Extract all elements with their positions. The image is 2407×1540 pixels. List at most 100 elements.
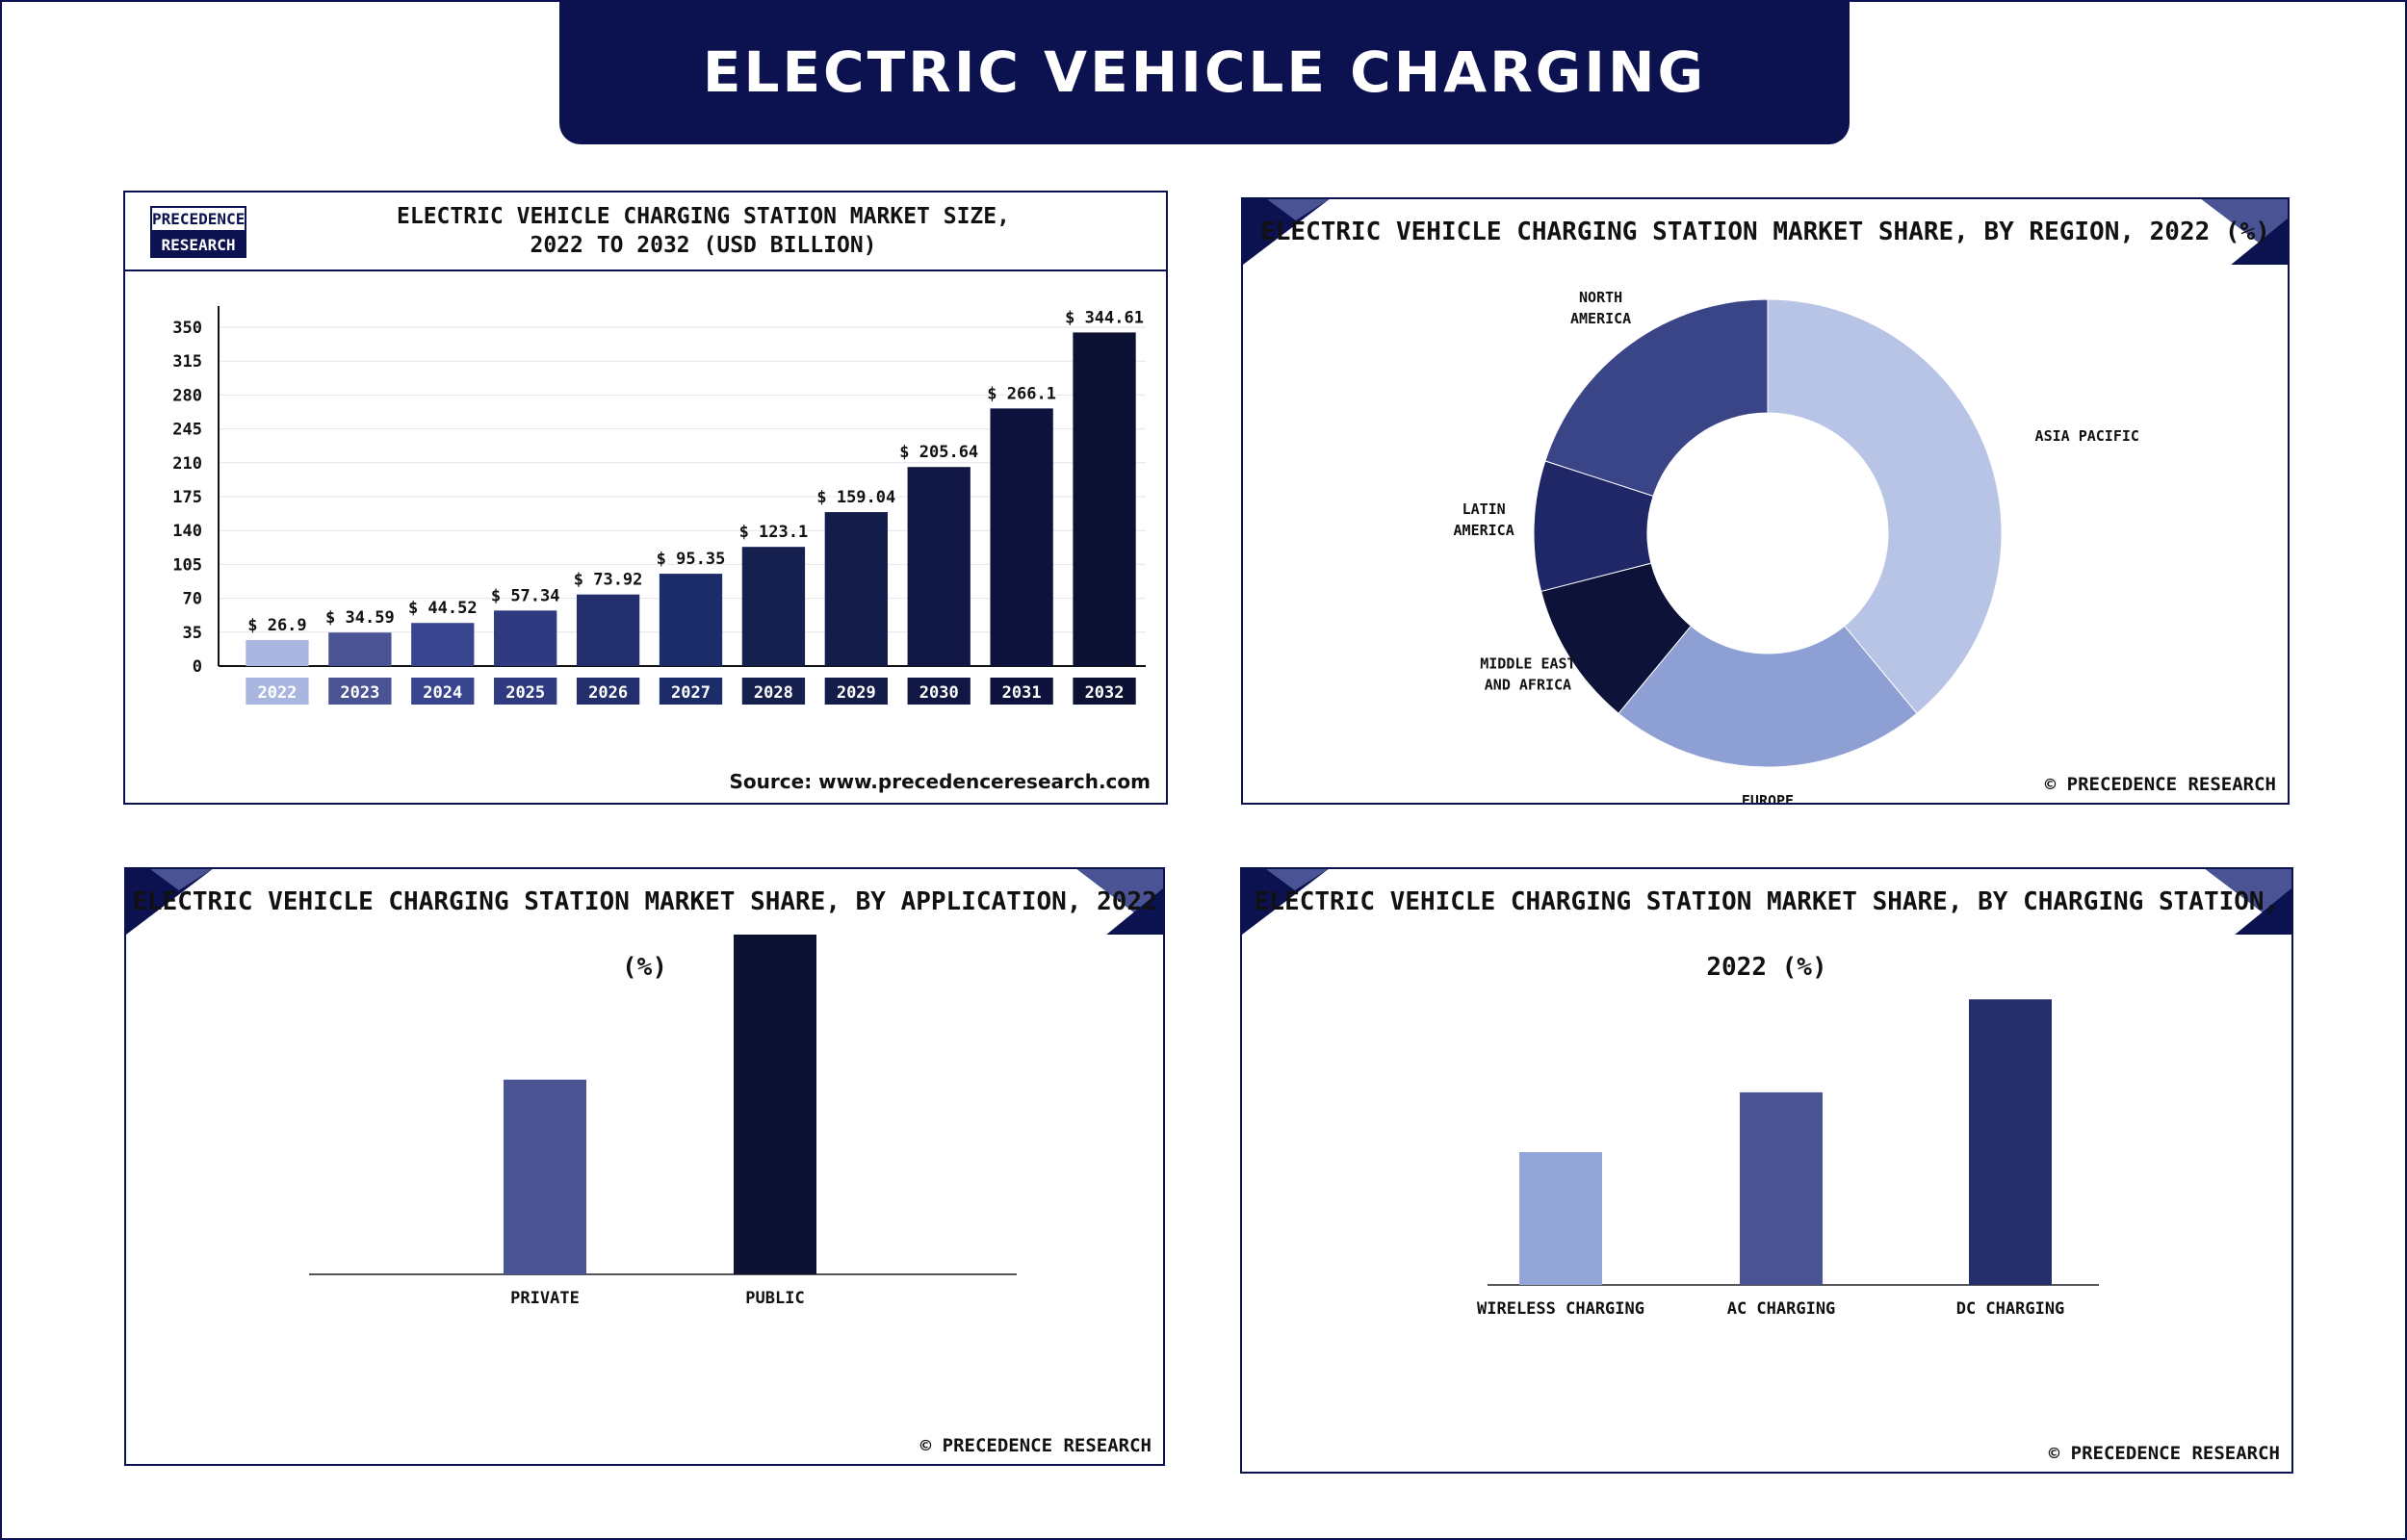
category-box-2026 [576, 678, 640, 705]
category-label-2024: 2024 [423, 683, 462, 703]
category-box-2029 [824, 678, 888, 705]
region-copyright: © PRECEDENCE RESEARCH [2044, 774, 2276, 795]
bar-2024 [411, 623, 475, 666]
category-label-private: PRIVATE [510, 1289, 580, 1308]
bar-wireless-charging [1519, 1152, 1602, 1285]
market-size-title: ELECTRIC VEHICLE CHARGING STATION MARKET… [250, 202, 1156, 260]
y-tick-label: 0 [193, 657, 202, 677]
data-label-2025: $ 57.34 [491, 586, 560, 605]
slice-label-line: LATIN [1462, 500, 1506, 518]
category-label-public: PUBLIC [745, 1289, 804, 1308]
bar-2028 [741, 547, 806, 666]
slice-label-middle-east-and-africa: MIDDLE EAST AND AFRICA [1480, 655, 1575, 694]
data-label-2023: $ 34.59 [325, 608, 395, 628]
category-box-2028 [741, 678, 806, 705]
slice-label-line: AMERICA [1454, 522, 1514, 539]
bar-2027 [659, 574, 723, 666]
slice-label-line: AMERICA [1570, 310, 1631, 327]
y-tick-label: 315 [172, 352, 202, 372]
precedence-logo: PRECEDENCE RESEARCH [150, 206, 246, 258]
bar-public [734, 935, 816, 1274]
slice-label-line: MIDDLE EAST [1480, 655, 1575, 673]
data-label-2022: $ 26.9 [247, 616, 306, 635]
category-label-2030: 2030 [919, 683, 959, 703]
market-size-title-line1: ELECTRIC VEHICLE CHARGING STATION MARKET… [397, 204, 1010, 229]
slice-label-europe: EUROPE [1742, 792, 1794, 804]
bar-2023 [328, 632, 392, 666]
market-size-chart: 0 35 70 105 140 175 210 245 280 315 350 $ 26.9 2022 $… [172, 306, 1146, 705]
bar-2032 [1073, 332, 1136, 666]
charging-station-title: ELECTRIC VEHICLE CHARGING STATION MARKET… [1254, 887, 2280, 982]
region-title: ELECTRIC VEHICLE CHARGING STATION MARKET… [1260, 218, 2270, 246]
category-label-2025: 2025 [505, 683, 545, 703]
y-tick-label: 350 [172, 319, 202, 338]
charging-station-bar-chart: WIRELESS CHARGING AC CHARGING DC CHARGING [1477, 999, 2099, 1319]
slice-europe [1618, 625, 1918, 768]
category-label-2023: 2023 [340, 683, 379, 703]
application-share-panel: ELECTRIC VEHICLE CHARGING STATION MARKET… [124, 867, 1165, 1466]
category-box-2031 [990, 678, 1053, 705]
bar-2026 [576, 594, 640, 666]
data-label-2031: $ 266.1 [987, 384, 1056, 403]
category-label-2031: 2031 [1002, 683, 1042, 703]
category-label-dc-charging: DC CHARGING [1956, 1299, 2065, 1319]
region-ribbon [1243, 199, 2288, 265]
slice-label-line: EUROPE [1742, 792, 1794, 804]
region-share-panel: ELECTRIC VEHICLE CHARGING STATION MARKET… [1241, 197, 2290, 805]
bar-2030 [907, 467, 971, 666]
category-box-2027 [659, 678, 723, 705]
charging-station-ribbon [1242, 869, 2291, 935]
category-label-2028: 2028 [754, 683, 793, 703]
market-size-panel: PRECEDENCE RESEARCH ELECTRIC VEHICLE CHA… [123, 191, 1168, 805]
market-size-title-line2: 2022 TO 2032 (USD BILLION) [530, 233, 877, 258]
source-note: Source: www.precedenceresearch.com [729, 770, 1151, 793]
data-label-2029: $ 159.04 [816, 488, 895, 507]
category-label-ac-charging: AC CHARGING [1727, 1299, 1836, 1319]
bar-2031 [990, 408, 1053, 666]
category-label-2026: 2026 [588, 683, 628, 703]
y-tick-label: 70 [183, 590, 202, 609]
data-label-2030: $ 205.64 [899, 443, 978, 462]
market-size-header: PRECEDENCE RESEARCH ELECTRIC VEHICLE CHA… [125, 192, 1166, 271]
logo-line1: PRECEDENCE [150, 206, 246, 232]
slice-label-asia-pacific: ASIA PACIFIC [2035, 427, 2139, 445]
bar-dc-charging [1969, 999, 2052, 1285]
category-label-wireless-charging: WIRELESS CHARGING [1477, 1299, 1644, 1319]
region-donut-chart: ASIA PACIFIC EUROPE MIDDLE EAST AND AFRICA L… [1454, 289, 2139, 804]
y-tick-label: 35 [183, 624, 202, 643]
bar-ac-charging [1740, 1091, 1823, 1285]
bar-2025 [494, 610, 557, 666]
application-copyright: © PRECEDENCE RESEARCH [919, 1435, 1152, 1456]
charging-station-copyright: © PRECEDENCE RESEARCH [2048, 1443, 2280, 1464]
category-box-2030 [907, 678, 971, 705]
y-tick-label: 245 [172, 421, 202, 440]
bar-2029 [824, 512, 888, 666]
slice-asia-pacific [1767, 298, 2003, 714]
slice-label-latin-america: LATIN AMERICA [1454, 500, 1514, 539]
y-tick-label: 210 [172, 454, 202, 474]
data-label-2024: $ 44.52 [408, 599, 478, 618]
category-label-2022: 2022 [257, 683, 297, 703]
y-tick-label: 105 [172, 555, 202, 575]
charging-station-share-panel: ELECTRIC VEHICLE CHARGING STATION MARKET… [1240, 867, 2293, 1474]
slice-label-line: ASIA PACIFIC [2035, 427, 2139, 445]
data-label-2027: $ 95.35 [657, 550, 726, 569]
y-tick-label: 140 [172, 522, 202, 541]
y-tick-label: 175 [172, 488, 202, 507]
slice-label-line: AND AFRICA [1485, 677, 1571, 694]
data-label-2032: $ 344.61 [1065, 308, 1144, 327]
slice-north-america [1544, 298, 1769, 498]
data-label-2026: $ 73.92 [574, 571, 643, 590]
category-label-2027: 2027 [671, 683, 711, 703]
data-label-2028: $ 123.1 [739, 523, 809, 542]
page-title: ELECTRIC VEHICLE CHARGING STATION MARKET [559, 0, 1850, 249]
category-box-2022 [246, 678, 309, 705]
slice-label-north-america: NORTH AMERICA [1570, 289, 1631, 327]
category-box-2025 [494, 678, 557, 705]
application-ribbon [126, 869, 1163, 935]
application-title: ELECTRIC VEHICLE CHARGING STATION MARKET… [132, 887, 1157, 982]
bar-2022 [246, 639, 309, 666]
y-tick-label: 280 [172, 386, 202, 405]
category-box-2024 [411, 678, 475, 705]
application-bar-chart: PRIVATE PUBLIC [309, 935, 1017, 1308]
